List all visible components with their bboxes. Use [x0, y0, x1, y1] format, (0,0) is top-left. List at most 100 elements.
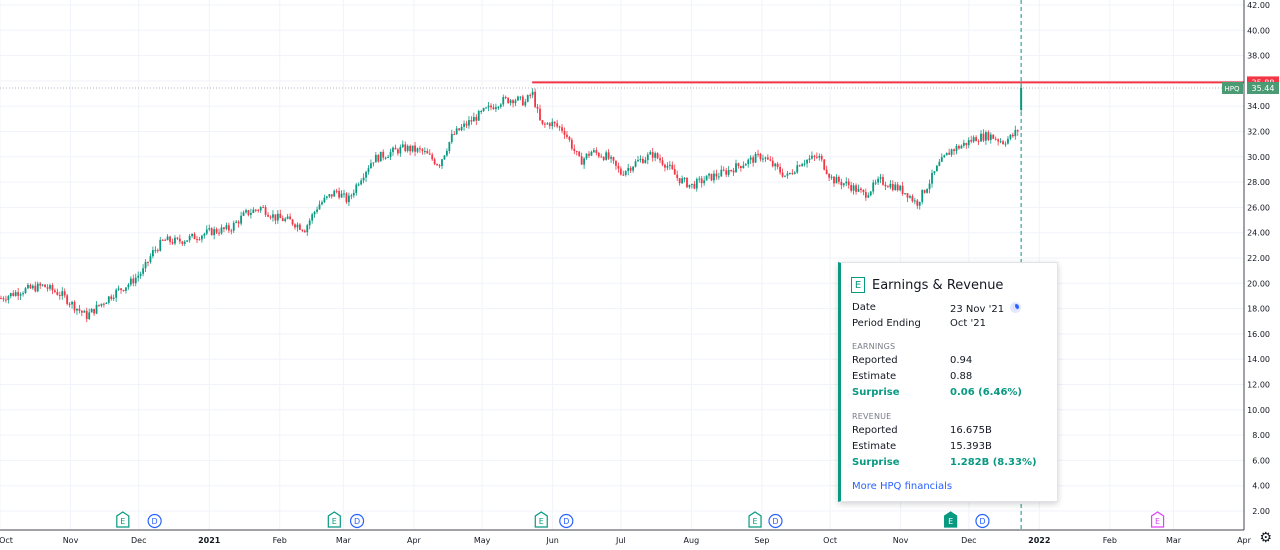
candle-body [169, 236, 171, 242]
candle-body [247, 210, 250, 215]
dividend-marker-shape [559, 513, 574, 529]
candle-body [989, 134, 992, 140]
dividend-marker-letter: D [772, 517, 778, 526]
candle-body [691, 183, 693, 185]
x-tick-label: Nov [893, 536, 909, 545]
dividend-marker-shape [349, 513, 365, 529]
earnings-icon: E [851, 277, 865, 293]
candle-body [580, 156, 583, 165]
candle-body [698, 178, 701, 180]
candle-body [668, 164, 671, 166]
candle-body [76, 308, 78, 311]
candle-body [666, 165, 669, 168]
dividend-marker-icon[interactable]: D [768, 513, 783, 529]
candle-body [330, 194, 333, 197]
dividend-marker-icon[interactable]: D [349, 513, 365, 529]
candle-body [872, 182, 875, 192]
candle-body [644, 159, 647, 164]
candle-body [2, 298, 5, 300]
candle-body [183, 241, 186, 244]
candle-body [791, 172, 794, 174]
candle-body [923, 189, 926, 193]
candle-body [529, 95, 532, 97]
candle-body [1009, 134, 1012, 139]
candle-body [906, 193, 909, 198]
candle-body [98, 304, 100, 306]
candle-body [281, 218, 284, 222]
candle-body [833, 176, 835, 184]
candle-body [639, 158, 642, 161]
candle-body [311, 214, 314, 221]
y-tick-label: 8.00 [1252, 431, 1270, 440]
candle-body [563, 130, 566, 135]
earnings-marker-icon[interactable]: E [944, 511, 958, 528]
candle-body [176, 237, 179, 239]
earnings-marker-icon[interactable]: E [1150, 511, 1165, 528]
candle-body [254, 209, 257, 211]
candle-body [784, 175, 786, 177]
candle-body [546, 123, 549, 125]
candle-body [992, 134, 995, 139]
earnings-marker-shape [748, 511, 762, 528]
candle-body [225, 225, 228, 229]
candle-body [411, 145, 414, 152]
candle-body [73, 301, 76, 311]
candle-body [874, 182, 877, 184]
candle-body [710, 173, 713, 181]
candle-body [215, 229, 218, 233]
candle-body [480, 111, 483, 113]
candle-body [801, 164, 804, 167]
earnings-marker-icon[interactable]: E [748, 511, 762, 528]
revenue-estimate-label: Estimate [852, 441, 897, 452]
candle-body [406, 145, 409, 151]
more-financials-link[interactable]: More HPQ financials [852, 481, 953, 492]
candle-body [374, 154, 377, 163]
x-tick-label: Mar [336, 536, 352, 545]
candle-body [705, 175, 708, 181]
candle-body [218, 232, 220, 234]
candle-body [1007, 138, 1009, 144]
earnings-marker-icon[interactable]: E [327, 511, 341, 528]
candle-body [534, 91, 536, 107]
candle-body [786, 173, 789, 176]
candle-body [144, 261, 147, 269]
candle-body [201, 235, 203, 240]
dividend-marker-icon[interactable]: D [559, 513, 574, 529]
candle-body [350, 195, 353, 197]
candle-body [561, 127, 563, 131]
candle-body [382, 151, 385, 158]
x-tick-label: Apr [1237, 536, 1252, 545]
symbol-tag-label: HPQ [1225, 85, 1240, 93]
earnings-marker-icon[interactable]: E [116, 511, 130, 528]
candle-body [911, 196, 914, 202]
candle-body [715, 173, 718, 177]
candle-body [936, 165, 938, 172]
candle-body [19, 294, 22, 296]
candle-body [291, 219, 294, 225]
candle-body [514, 100, 517, 104]
candle-body [899, 185, 902, 191]
dividend-marker-icon[interactable]: D [147, 513, 162, 529]
candle-body [377, 154, 380, 162]
candle-body [835, 177, 838, 184]
candle-body [845, 181, 848, 184]
dividend-marker-icon[interactable]: D [975, 513, 990, 529]
earnings-marker-shape [534, 511, 548, 528]
x-tick-label: Jul [615, 536, 626, 545]
earnings-marker-icon[interactable]: E [534, 511, 548, 528]
candle-body [276, 213, 279, 221]
candle-body [602, 157, 605, 160]
candle-body [813, 155, 816, 157]
candle-body [122, 289, 125, 291]
candle-body [196, 239, 198, 241]
dividend-marker-letter: D [152, 517, 158, 526]
x-tick-label: 2022 [1028, 536, 1050, 545]
settings-gear-icon[interactable]: ⚙ [1259, 529, 1272, 545]
candle-body [387, 156, 389, 158]
candle-body [789, 172, 791, 174]
candle-body [394, 147, 397, 150]
candle-body [487, 105, 490, 108]
candle-body [24, 288, 27, 294]
candle-body [274, 214, 277, 221]
